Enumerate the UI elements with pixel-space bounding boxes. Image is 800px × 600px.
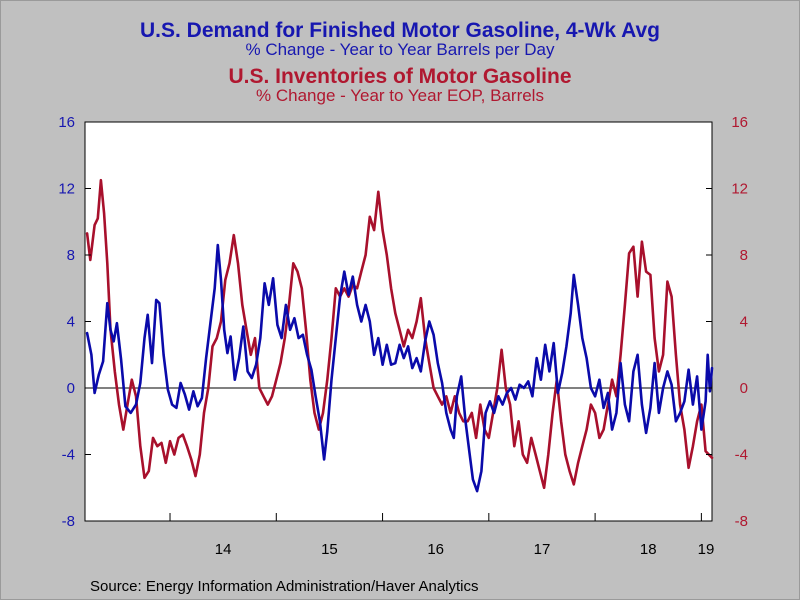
y-right-tick-label: -8 (735, 513, 748, 530)
x-tick-label: 15 (321, 541, 338, 558)
y-left-tick-label: 4 (67, 314, 75, 331)
chart-title-inventories: U.S. Inventories of Motor Gasoline (228, 65, 572, 88)
source-note: Source: Energy Information Administratio… (90, 578, 479, 595)
chart-title: U.S. Demand for Finished Motor Gasoline,… (140, 19, 660, 42)
y-left-tick-label: 8 (67, 247, 75, 264)
x-tick-label: 16 (427, 541, 444, 558)
y-left-tick-label: 12 (58, 181, 75, 198)
x-tick-label: 14 (215, 541, 232, 558)
x-tick-label: 19 (698, 541, 715, 558)
x-tick-label: 17 (534, 541, 551, 558)
y-left-tick-label: -4 (62, 447, 75, 464)
y-right-tick-label: 4 (740, 314, 748, 331)
x-tick-label: 18 (640, 541, 657, 558)
chart-subtitle-inventories: % Change - Year to Year EOP, Barrels (256, 86, 544, 105)
y-right-tick-label: 8 (740, 247, 748, 264)
chart-subtitle-demand: % Change - Year to Year Barrels per Day (245, 40, 555, 59)
y-right-tick-label: 0 (740, 380, 748, 397)
y-left-tick-label: -8 (62, 513, 75, 530)
y-left-tick-label: 0 (67, 380, 75, 397)
y-left-tick-label: 16 (58, 114, 75, 131)
y-right-tick-label: 12 (731, 181, 748, 198)
y-right-tick-label: 16 (731, 114, 748, 131)
y-right-tick-label: -4 (735, 447, 748, 464)
demand-series-line (85, 243, 714, 493)
